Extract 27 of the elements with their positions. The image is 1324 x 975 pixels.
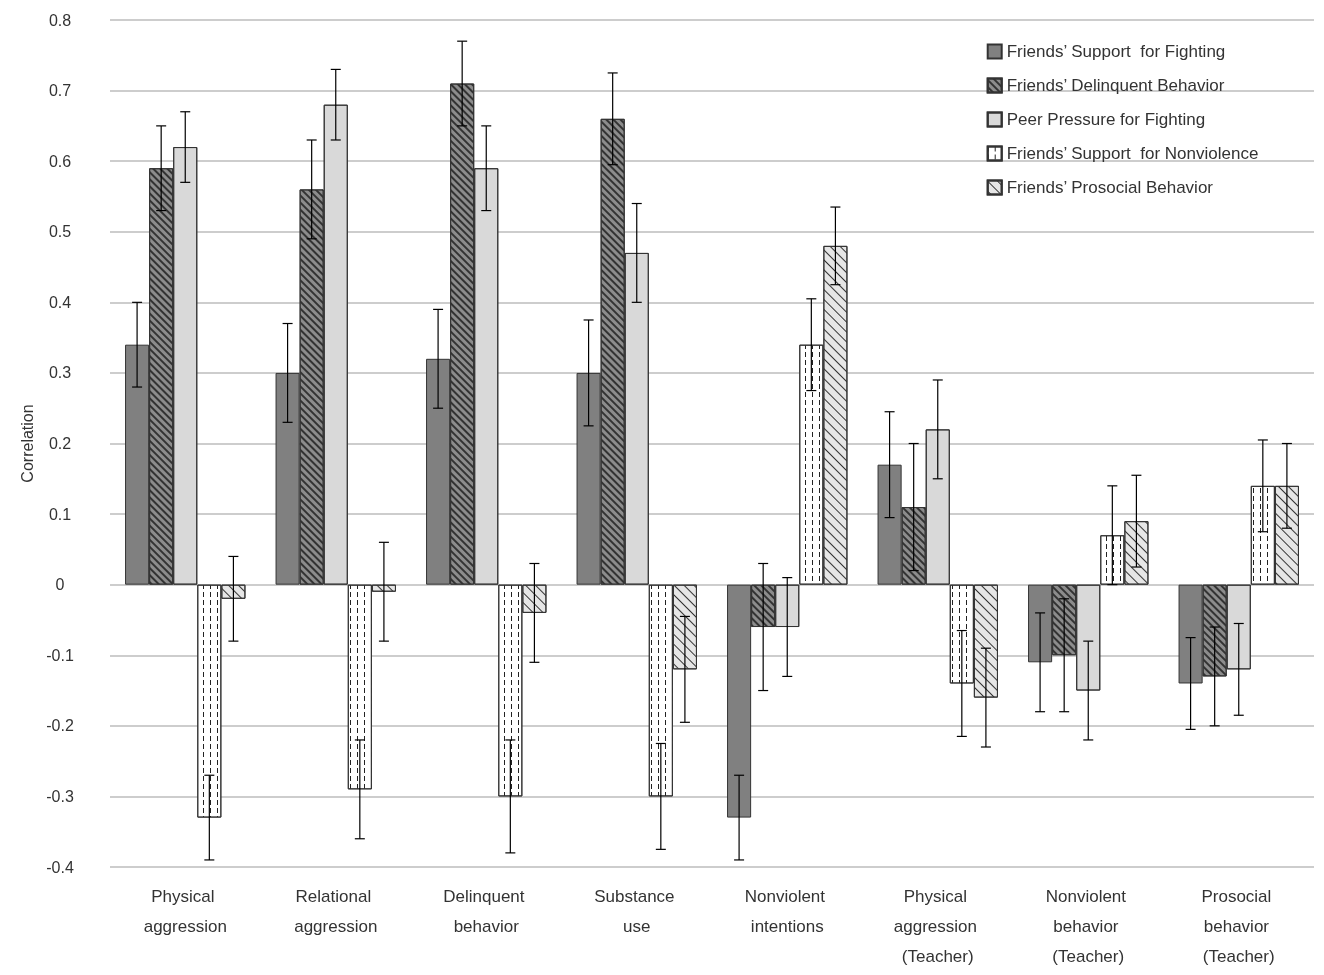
x-tick-label: Relational aggression xyxy=(294,886,378,936)
legend-label: Friends’ Support for Nonviolence xyxy=(1006,144,1259,163)
y-tick-label: 0.5 xyxy=(48,223,72,241)
legend-label: Friends’ Support for Fighting xyxy=(1006,42,1226,61)
y-tick-label: 0.8 xyxy=(48,11,72,29)
x-tick-label: Nonviolent intentions xyxy=(744,886,830,936)
x-tick-label: Delinquent behavior xyxy=(443,886,530,936)
y-tick-label: -0.3 xyxy=(46,787,74,805)
legend-label: Friends’ Prosocial Behavior xyxy=(1006,178,1214,197)
y-tick-label: -0.2 xyxy=(46,717,74,735)
y-tick-label: 0.1 xyxy=(48,505,72,523)
x-tick-label: Physical aggression xyxy=(143,886,227,936)
x-tick-label: Substance use xyxy=(594,886,680,936)
x-tick-label: Nonviolent behavior (Teacher) xyxy=(1045,886,1131,966)
y-tick-label: 0.3 xyxy=(48,364,72,382)
y-tick-label: 0.2 xyxy=(48,435,72,452)
legend-label: Peer Pressure for Fighting xyxy=(1006,110,1206,129)
y-tick-label: -0.4 xyxy=(46,858,74,876)
y-tick-label: 0 xyxy=(55,576,65,594)
x-tick-label: Physical aggression (Teacher) xyxy=(893,886,982,966)
y-tick-label: 0.4 xyxy=(48,293,72,311)
y-tick-label: -0.1 xyxy=(46,646,74,664)
x-tick-label: Prosocial behavior (Teacher) xyxy=(1201,886,1277,966)
y-tick-label: 0.6 xyxy=(48,152,72,170)
y-axis-title: Correlation xyxy=(18,404,36,483)
y-tick-label: 0.7 xyxy=(48,82,72,100)
legend-label: Friends’ Delinquent Behavior xyxy=(1006,76,1225,95)
